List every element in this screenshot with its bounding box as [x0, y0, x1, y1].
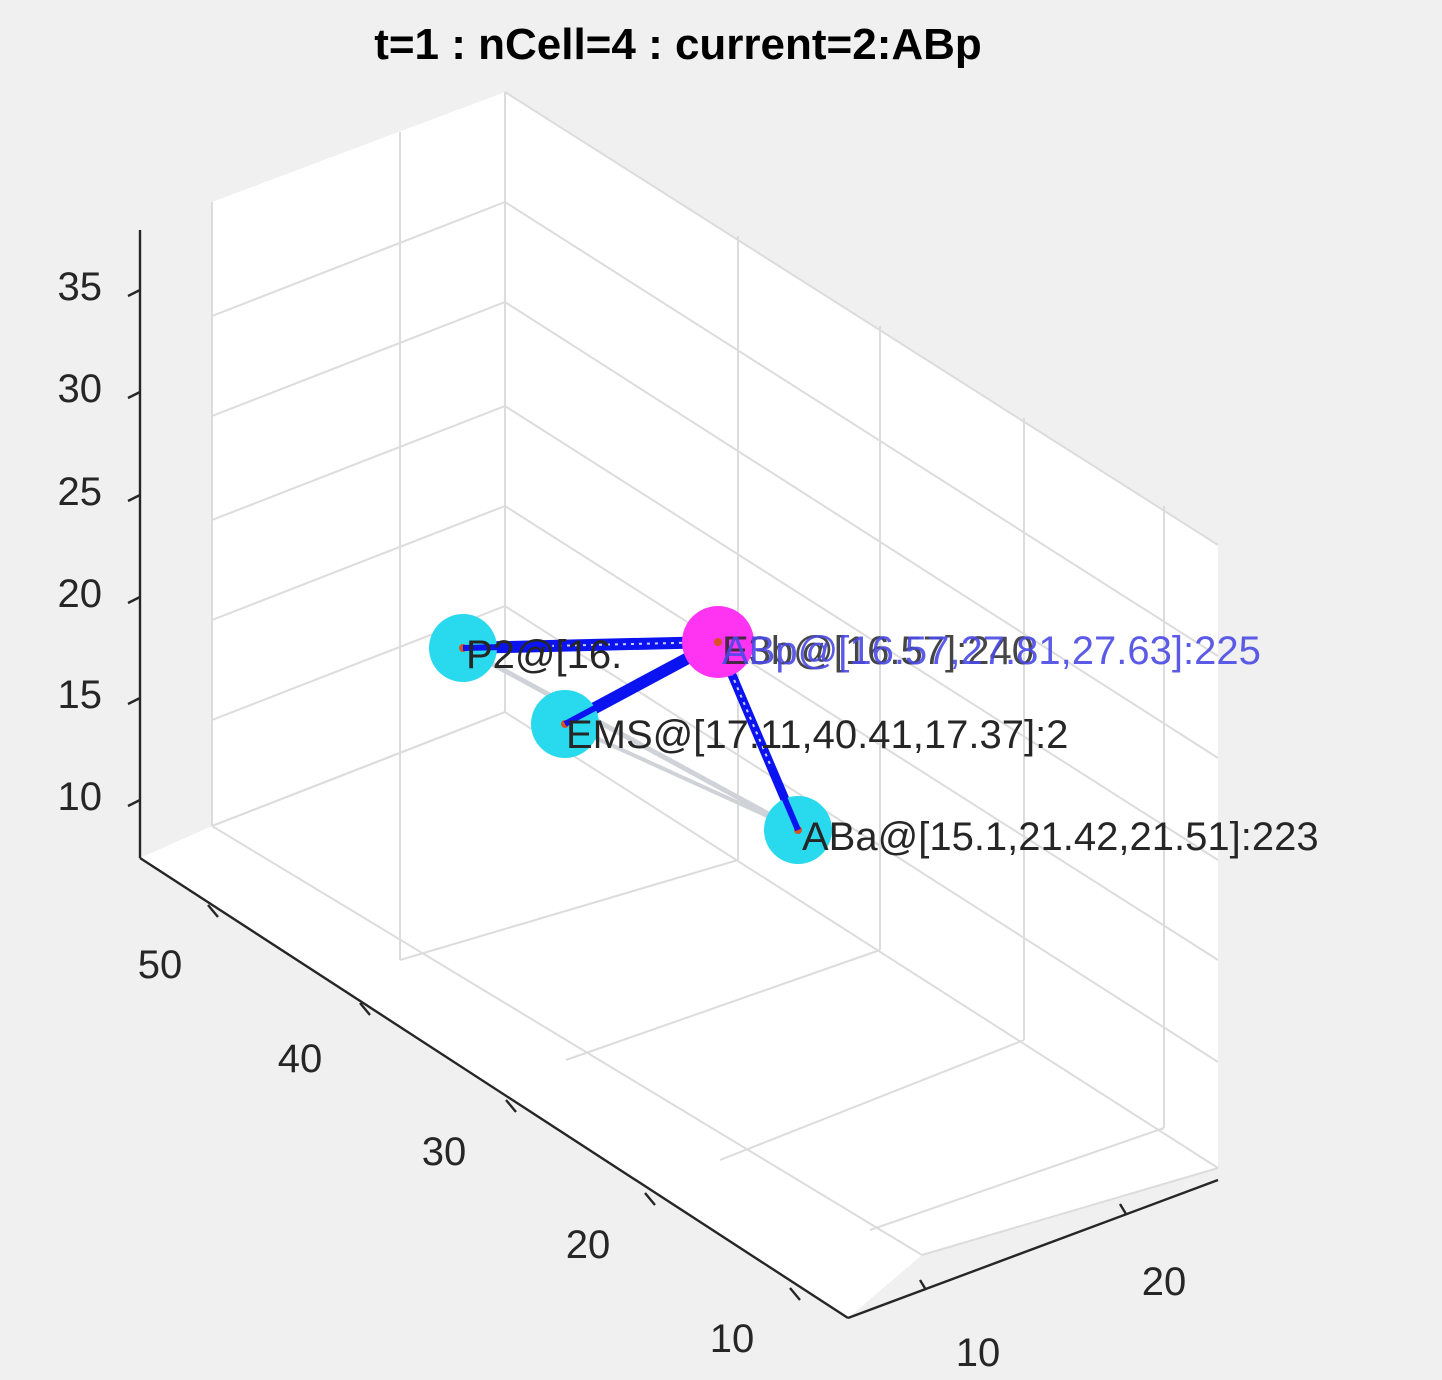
z-tick-label: 20	[58, 572, 103, 616]
y-tick-4	[789, 1287, 801, 1301]
z-tick-0	[127, 798, 141, 808]
cell-center-ABp	[714, 638, 722, 646]
link-overlay	[462, 642, 553, 651]
grid-z-right-3	[504, 405, 1219, 861]
grid-z-left-5	[211, 201, 506, 317]
z-tick-label: 30	[58, 367, 103, 411]
grid-floor-0	[211, 825, 923, 1256]
y-tick-1	[359, 1002, 371, 1016]
grid-z-left-3	[211, 405, 506, 521]
z-tick-2	[127, 595, 141, 605]
grid-floor-2	[399, 859, 739, 961]
y-tick-2	[505, 1099, 517, 1113]
x-tick-1	[918, 1279, 928, 1291]
grid-z-right-6	[504, 91, 1219, 546]
grid-z-right-4	[504, 301, 1219, 759]
link-faint	[461, 645, 800, 833]
z-tick-label: 15	[58, 673, 103, 717]
chart-title: t=1 : nCell=4 : current=2:ABp	[374, 20, 982, 69]
y-tick-label: 30	[422, 1130, 467, 1174]
cell-label-P2: P2@[16.	[466, 633, 622, 677]
grid-floor-3	[565, 949, 881, 1061]
grid-z-right-0	[504, 711, 1219, 1169]
y-tick-label: 40	[278, 1037, 323, 1081]
cell-labels: P2@[16. EMS@[17.11,40.41,17.37]:2 ABa@[15.…	[466, 629, 1319, 859]
y-tick-label: 10	[710, 1317, 755, 1361]
grid-z-left-4	[211, 301, 506, 417]
axis-lines	[138, 230, 1219, 1320]
tick-marks	[127, 288, 1128, 1301]
y-tick-3	[644, 1192, 656, 1206]
cell-label-ABa: ABa@[15.1,21.42,21.51]:223	[802, 815, 1319, 859]
cell-markers	[429, 606, 832, 864]
z-tick-4	[127, 390, 141, 400]
grid-z-right-1	[504, 605, 1219, 1063]
grid-z-right-2	[504, 505, 1219, 961]
y-axis-line	[139, 856, 849, 1320]
z-tick-label: 35	[58, 265, 103, 309]
grid-floor-5	[869, 1127, 1165, 1231]
x-tick-0	[1118, 1203, 1128, 1215]
grid-floor-1	[211, 711, 506, 827]
z-tick-label: 10	[58, 775, 103, 819]
cell-label-EMS: EMS@[17.11,40.41,17.37]:2	[566, 713, 1068, 757]
grid-floor-4	[719, 1039, 1025, 1161]
grid-z-left-2	[211, 505, 506, 621]
z-tick-1	[127, 696, 141, 706]
x-tick-label: 20	[1142, 1260, 1187, 1304]
x-axis-line	[847, 1178, 1219, 1320]
axes-floor	[140, 826, 922, 1318]
link-overlay	[767, 763, 801, 832]
y-tick-0	[207, 904, 219, 918]
link-overlay	[563, 692, 620, 727]
z-tick-5	[127, 288, 141, 298]
tick-labels: 10 15 20 25 30 35 50 40 30 20 10 20 10	[58, 265, 1187, 1375]
z-tick-label: 25	[58, 470, 103, 514]
cell-label-underlay: E3b@[16.57]:240	[722, 629, 1034, 673]
cell-label-current: ABp@[16.57,27.81,27.63]:225	[722, 629, 1261, 673]
y-tick-label: 50	[138, 943, 183, 987]
z-tick-3	[127, 493, 141, 503]
y-tick-label: 20	[566, 1223, 611, 1267]
link-faint	[564, 722, 799, 832]
x-tick-label: 10	[956, 1331, 1001, 1375]
grid-lines	[211, 91, 1219, 1256]
grid-z-right-5	[504, 201, 1219, 657]
grid-floor-edge	[921, 1167, 1219, 1256]
